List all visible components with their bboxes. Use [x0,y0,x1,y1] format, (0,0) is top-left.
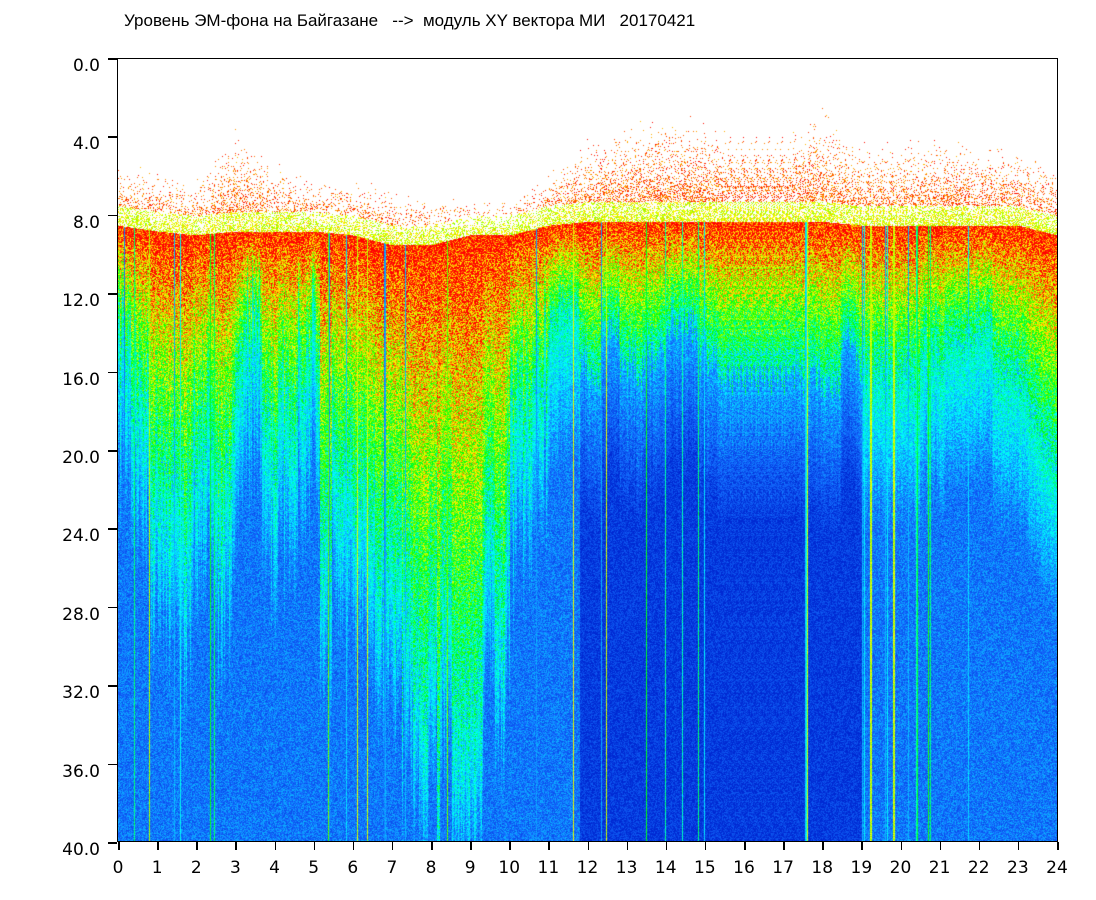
x-tick [548,842,550,850]
x-tick [470,842,472,850]
x-tick [900,842,902,850]
x-tick [587,842,589,850]
x-tick [978,842,981,850]
x-tick-label: 0 [112,858,124,878]
x-tick-label: 10 [498,858,521,878]
y-tick [108,136,117,138]
y-tick-label: 36.0 [62,761,100,782]
x-tick [118,842,120,850]
x-tick-label: 9 [464,858,476,878]
x-tick-label: 4 [269,858,280,878]
x-tick-label: 18 [811,858,834,878]
y-tick-label: 4.0 [72,134,100,155]
x-tick-label: 17 [772,858,794,878]
chart-title: Уровень ЭМ-фона на Байгазане --> модуль … [124,11,696,30]
y-tick [108,606,117,609]
x-tick-label: 14 [654,858,677,878]
y-tick [108,528,117,530]
x-tick [822,842,824,850]
x-tick-label: 8 [425,858,437,878]
y-tick-label: 28.0 [62,604,100,625]
x-tick [1057,842,1059,850]
y-tick [108,763,117,766]
x-tick [431,842,433,850]
x-tick [861,842,863,850]
y-tick-label: 32.0 [62,683,100,704]
x-tick [196,842,198,850]
y-tick [108,58,117,60]
x-tick-label: 21 [928,858,951,878]
x-tick [157,842,159,850]
x-tick [783,842,785,850]
y-tick-label: 0.0 [72,56,100,76]
x-tick [391,842,394,850]
x-tick-label: 2 [190,858,202,878]
y-tick-label: 12.0 [62,291,100,312]
x-tick-label: 19 [850,858,873,878]
x-tick [509,842,511,850]
y-tick [108,685,117,687]
y-tick-label: 20.0 [62,448,100,468]
y-tick [108,293,117,295]
y-tick-label: 40.0 [62,840,100,860]
x-tick [1017,842,1020,850]
x-tick [939,842,942,850]
x-tick-label: 12 [576,858,599,878]
x-tick-label: 15 [694,858,716,878]
x-tick-label: 22 [967,858,990,878]
x-tick-label: 11 [537,858,560,878]
y-tick-label: 24.0 [62,526,100,547]
x-tick-label: 16 [733,858,755,878]
x-tick-label: 6 [347,858,359,878]
x-tick-label: 3 [229,858,241,878]
y-tick [108,371,117,374]
x-tick [274,842,276,850]
y-tick [108,214,117,217]
x-tick [704,842,707,850]
x-tick-label: 1 [151,858,163,878]
x-tick-label: 7 [386,858,398,878]
x-tick-label: 23 [1007,858,1029,878]
heatmap-canvas [118,59,1057,841]
x-tick [235,842,237,850]
x-tick-label: 13 [615,858,638,878]
x-tick [352,842,355,850]
y-tick [108,842,117,844]
x-tick-label: 20 [889,858,912,878]
y-tick [108,450,117,452]
plot-frame [117,58,1058,842]
x-tick [665,842,668,850]
y-tick-label: 8.0 [72,212,100,233]
x-tick [313,842,316,850]
x-tick [744,842,746,850]
x-tick-label: 5 [308,858,320,878]
x-tick [626,842,629,850]
y-tick-label: 16.0 [62,369,100,390]
x-tick-label: 24 [1046,858,1068,878]
